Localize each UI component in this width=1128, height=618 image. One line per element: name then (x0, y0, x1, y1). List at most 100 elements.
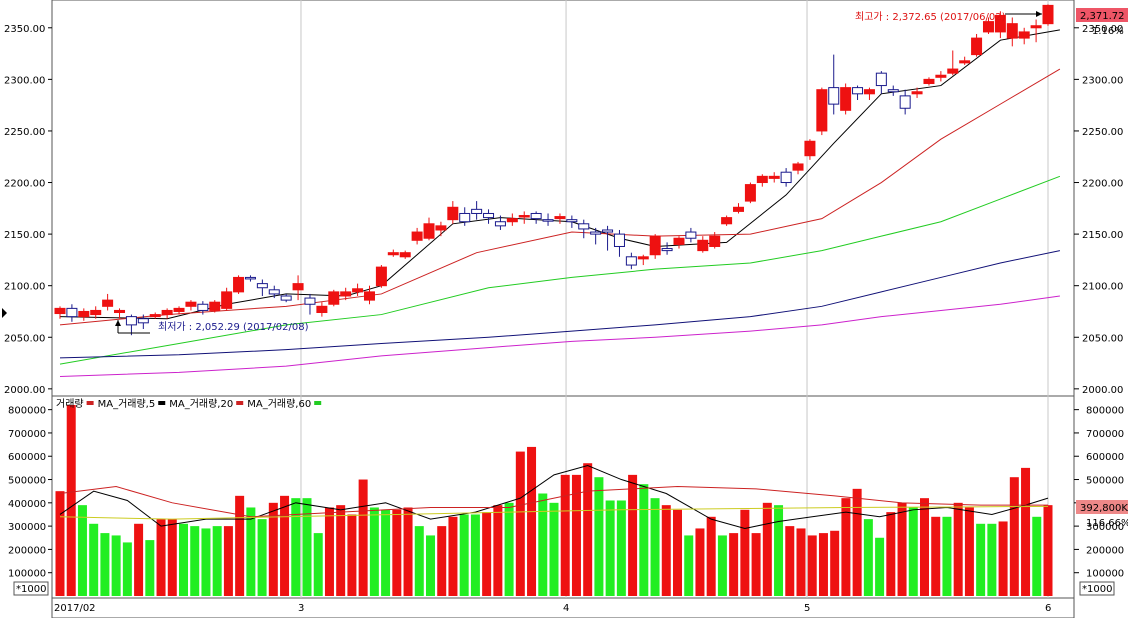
volume-bar (246, 507, 256, 596)
candle (506, 213, 518, 226)
candle (209, 300, 221, 313)
volume-bar (437, 526, 447, 596)
candle (375, 265, 387, 288)
unit-box-left: *1000 (13, 581, 49, 596)
candle (649, 234, 661, 259)
candle (66, 304, 78, 322)
candle (971, 33, 983, 57)
candle (161, 308, 173, 319)
vol-tick-label-left: 200000 (8, 545, 46, 556)
candle (911, 87, 923, 98)
candle (768, 172, 780, 183)
volume-bar (717, 535, 727, 596)
y-tick-label-left: 2300.00 (4, 75, 45, 86)
candle (1042, 4, 1054, 26)
volume-bar (695, 528, 705, 596)
y-tick-label-left: 2050.00 (4, 333, 45, 344)
candle (483, 209, 495, 224)
vol-tick-label-right: 200000 (1086, 545, 1124, 556)
high-arrow-icon (1036, 11, 1042, 17)
volume-bar (920, 498, 929, 596)
vol-tick-label-left: 800000 (8, 406, 46, 417)
volume-bar (729, 533, 739, 596)
vol-tick-label-right: 600000 (1086, 452, 1124, 463)
volume-bar (358, 479, 368, 596)
candle (292, 275, 304, 301)
candle (423, 217, 435, 241)
volume-bar (684, 535, 694, 596)
volume-bar (1032, 516, 1042, 596)
volume-ma20-line (59, 486, 1048, 518)
volume-bar (448, 516, 458, 596)
vol-tick-label-right: 300000 (1086, 522, 1124, 533)
volume-bar (616, 500, 626, 596)
candle (721, 215, 733, 226)
high-label: 최고가 : 2,372.65 (2017/06/02) (855, 11, 1006, 23)
y-tick-label-left: 2150.00 (4, 230, 45, 241)
volume-bar (706, 516, 716, 596)
candle (363, 285, 375, 305)
candle (994, 11, 1006, 39)
candle (530, 211, 542, 224)
candle (125, 314, 137, 336)
vol-tick-label-right: 700000 (1086, 429, 1124, 440)
volume-bar (291, 498, 301, 596)
volume-bar (426, 535, 435, 596)
vol-tick-label-left: 500000 (8, 476, 46, 487)
candle (447, 201, 459, 224)
volume-bar (751, 533, 761, 596)
volume-bar (122, 542, 132, 596)
candle (256, 279, 268, 296)
volume-bar (1043, 505, 1053, 596)
unit-label-left: *1000 (16, 584, 46, 595)
candle (923, 77, 935, 86)
candle (90, 306, 102, 319)
x-ticks: 2017/02 3 4 5 6 (54, 603, 1051, 614)
candle (233, 275, 245, 294)
x-tick-label: 2017/02 (54, 603, 96, 614)
legend-entry-label: MA_거래량,5 (98, 398, 156, 410)
volume-bar (403, 507, 413, 596)
volume-bar (863, 519, 873, 596)
volume-ma5-line (59, 465, 1049, 529)
volume-bar (167, 519, 177, 596)
candle (613, 229, 625, 257)
y-tick-label-left: 2250.00 (4, 127, 45, 138)
volume-ma60-line (59, 505, 1049, 520)
candle (304, 293, 316, 315)
legend-swatch (314, 401, 322, 405)
vol-tick-label-right: 500000 (1086, 476, 1124, 487)
y-tick-label-right: 2250.00 (1082, 127, 1123, 138)
volume-bar (897, 502, 907, 596)
candle (471, 201, 483, 220)
x-tick-label: 4 (563, 603, 569, 614)
volume-bar (111, 535, 121, 596)
volume-bar (201, 528, 211, 596)
volume-bar (313, 533, 323, 596)
candle (542, 213, 554, 226)
volume-bar (470, 514, 480, 596)
y-tick-label-right: 2100.00 (1082, 282, 1123, 293)
y-tick-label-right: 2000.00 (1082, 385, 1123, 396)
candle (149, 312, 161, 319)
volume-bar (661, 505, 671, 596)
candle (625, 252, 637, 270)
current-volume-ratio: 116.66% (1086, 518, 1128, 529)
candle (840, 83, 852, 115)
candle (280, 293, 292, 303)
candle (387, 249, 399, 257)
candle (221, 287, 233, 311)
left-scroll-arrow-icon[interactable] (2, 308, 7, 318)
vol-tick-label-left: 300000 (8, 522, 46, 533)
x-tick-label: 6 (1045, 603, 1051, 614)
y-tick-label-right: 2300.00 (1082, 75, 1123, 86)
candle (816, 87, 828, 136)
volume-bar (908, 507, 918, 596)
volume-bar (212, 526, 222, 596)
candle (78, 308, 90, 321)
volume-bar (190, 526, 200, 596)
volume-bar (639, 484, 649, 596)
volume-bar (605, 500, 615, 596)
volume-bar (268, 502, 278, 596)
